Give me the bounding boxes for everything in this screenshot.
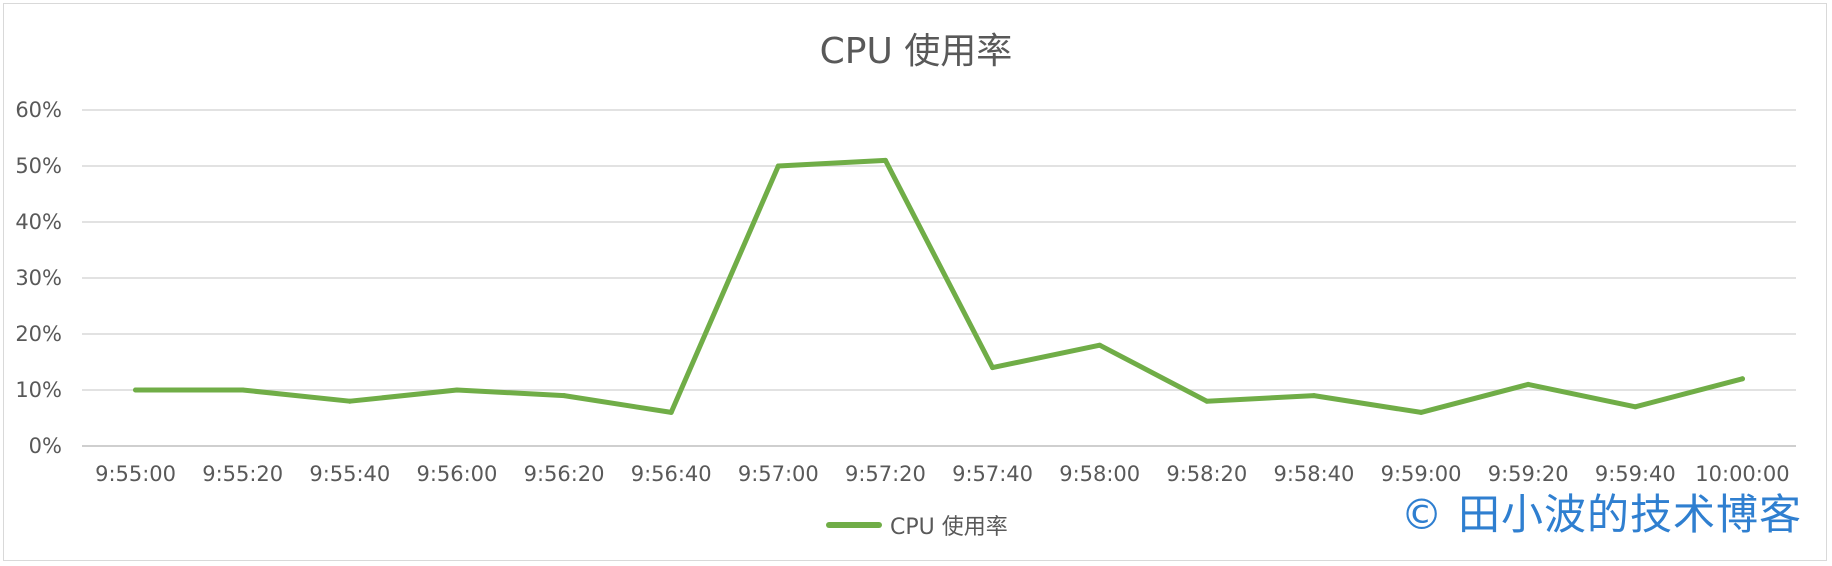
data-point <box>775 163 781 169</box>
y-tick-label: 0% <box>29 434 62 458</box>
x-tick-label: 9:55:00 <box>95 462 176 486</box>
data-point <box>1525 381 1531 387</box>
x-tick-label: 9:59:00 <box>1381 462 1462 486</box>
data-point <box>882 157 888 163</box>
legend: CPU 使用率 <box>826 508 1008 542</box>
data-point <box>990 365 996 371</box>
x-axis-ticks: 9:55:00 9:55:20 9:55:40 9:56:00 9:56:20 9:56:… <box>95 462 1790 486</box>
data-point <box>1632 404 1638 410</box>
data-point <box>668 409 674 415</box>
gridlines <box>82 109 1796 447</box>
y-tick-label: 30% <box>15 266 62 290</box>
y-tick-label: 50% <box>15 154 62 178</box>
x-tick-label: 9:56:20 <box>524 462 605 486</box>
y-tick-label: 20% <box>15 322 62 346</box>
x-tick-label: 9:57:20 <box>845 462 926 486</box>
chart-title: CPU 使用率 <box>819 31 1013 72</box>
legend-label: CPU 使用率 <box>890 515 1008 540</box>
x-tick-label: 9:57:00 <box>738 462 819 486</box>
x-tick-label: 9:56:00 <box>416 462 497 486</box>
data-point <box>1311 393 1317 399</box>
x-tick-label: 9:58:20 <box>1166 462 1247 486</box>
y-axis-ticks: 0% 10% 20% 30% 40% 50% 60% <box>15 98 62 458</box>
x-tick-label: 9:58:40 <box>1273 462 1354 486</box>
series-line <box>133 157 1745 415</box>
data-point <box>1418 409 1424 415</box>
series-group <box>133 157 1745 415</box>
x-tick-label: 9:55:20 <box>202 462 283 486</box>
y-tick-label: 10% <box>15 378 62 402</box>
data-point <box>1739 376 1745 382</box>
data-point <box>347 398 353 404</box>
data-point <box>561 393 567 399</box>
x-tick-label: 9:56:40 <box>631 462 712 486</box>
x-tick-label: 9:55:40 <box>309 462 390 486</box>
legend-swatch <box>826 522 882 528</box>
watermark: © 田小波的技术博客 <box>1400 490 1802 539</box>
y-tick-label: 60% <box>15 98 62 122</box>
x-tick-label: 10:00:00 <box>1695 462 1789 486</box>
data-point <box>454 387 460 393</box>
x-tick-label: 9:57:40 <box>952 462 1033 486</box>
y-tick-label: 40% <box>15 210 62 234</box>
x-tick-label: 9:59:20 <box>1488 462 1569 486</box>
data-point <box>1204 398 1210 404</box>
data-point <box>240 387 246 393</box>
x-tick-label: 9:59:40 <box>1595 462 1676 486</box>
x-tick-label: 9:58:00 <box>1059 462 1140 486</box>
chart-frame <box>3 3 1827 561</box>
data-point <box>1097 342 1103 348</box>
data-point <box>133 387 139 393</box>
